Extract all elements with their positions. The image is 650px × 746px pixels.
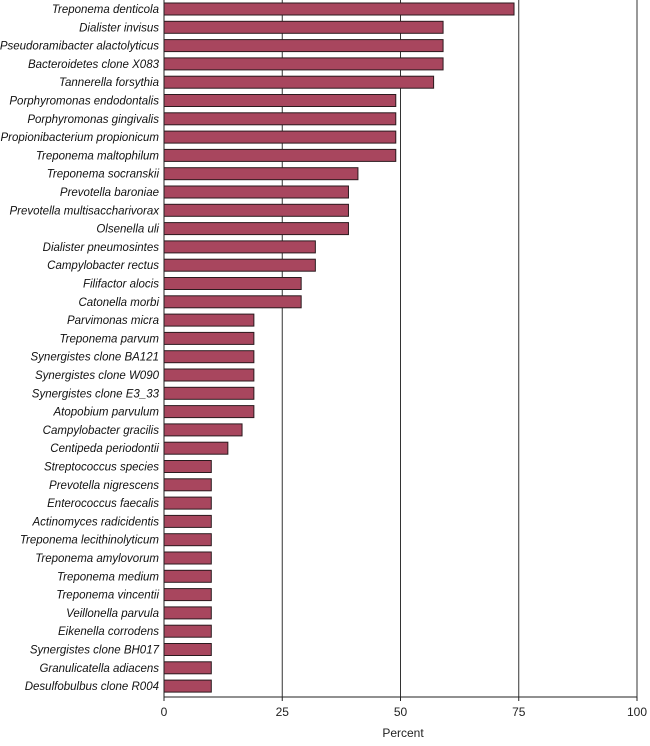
category-label-29: Treponema lecithinolyticum: [20, 535, 160, 547]
bar-20: [163, 368, 255, 382]
bar-36: [163, 661, 212, 675]
bar-16: [163, 295, 302, 309]
bar-25: [163, 460, 212, 473]
category-label-26: Prevotella nigrescens: [49, 480, 159, 492]
bar-17: [163, 313, 255, 327]
bar-7: [163, 130, 397, 144]
bar-4: [163, 75, 435, 89]
bar-6: [163, 112, 397, 126]
bar-3: [163, 57, 444, 71]
category-label-27: Enterococcus faecalis: [47, 498, 159, 510]
bar-13: [163, 240, 316, 254]
category-label-22: Atopobium parvulum: [53, 407, 160, 419]
category-labels: Treponema denticola Dialister invisus Pseu…: [0, 4, 160, 693]
bar-26: [163, 478, 212, 492]
category-label-8: Treponema maltophilum: [36, 150, 160, 162]
category-label-35: Synergistes clone BH017: [30, 645, 160, 657]
category-label-37: Desulfobulbus clone R004: [25, 681, 159, 693]
category-label-11: Prevotella multisaccharivorax: [9, 205, 160, 217]
category-label-34: Eikenella corrodens: [58, 626, 159, 638]
category-label-24: Centipeda periodontii: [50, 443, 159, 455]
bar-24: [163, 441, 229, 455]
category-label-21: Synergistes clone E3_33: [32, 388, 160, 400]
bar-33: [163, 606, 212, 620]
category-label-10: Prevotella baroniae: [60, 187, 159, 199]
bar-30: [163, 551, 212, 565]
bar-14: [163, 258, 316, 272]
bars: [163, 2, 515, 693]
bar-34: [163, 624, 212, 638]
bar-35: [163, 643, 212, 656]
category-label-36: Granulicatella adiacens: [39, 663, 159, 675]
x-axis: 0 25 50 75 100: [161, 0, 647, 719]
bar-11: [163, 203, 349, 217]
category-label-0: Treponema denticola: [52, 4, 159, 16]
category-label-17: Parvimonas micra: [67, 315, 159, 327]
x-tick-label-3: 75: [512, 705, 526, 719]
category-label-28: Actinomyces radicidentis: [31, 516, 159, 528]
bar-23: [163, 423, 243, 437]
x-axis-title: Percent: [382, 726, 424, 740]
bar-10: [163, 185, 349, 199]
bar-0: [163, 2, 515, 16]
category-label-20: Synergistes clone W090: [35, 370, 160, 382]
bar-9: [163, 167, 359, 181]
bar-1: [163, 20, 444, 34]
category-label-23: Campylobacter gracilis: [43, 425, 160, 437]
x-tick-label-0: 0: [161, 705, 168, 719]
bar-27: [163, 496, 212, 510]
category-label-12: Olsenella uli: [96, 224, 159, 236]
category-label-16: Catonella morbi: [78, 297, 159, 309]
bar-31: [163, 569, 212, 583]
category-label-3: Bacteroidetes clone X083: [28, 59, 160, 71]
category-label-18: Treponema parvum: [60, 333, 160, 345]
category-label-30: Treponema amylovorum: [35, 553, 159, 565]
bar-5: [163, 94, 397, 107]
bar-8: [163, 148, 397, 162]
category-label-33: Veillonella parvula: [66, 608, 159, 620]
category-label-19: Synergistes clone BA121: [31, 352, 160, 364]
category-label-13: Dialister pneumosintes: [43, 242, 160, 254]
bar-28: [163, 514, 212, 528]
x-tick-label-2: 50: [394, 705, 408, 719]
category-label-2: Pseudoramibacter alactolyticus: [0, 41, 159, 53]
category-label-32: Treponema vincentii: [56, 590, 159, 602]
bar-12: [163, 222, 349, 236]
category-label-6: Porphyromonas gingivalis: [27, 114, 159, 126]
category-label-31: Treponema medium: [57, 571, 159, 583]
category-label-14: Campylobacter rectus: [47, 260, 159, 272]
category-label-7: Propionibacterium propionicum: [0, 132, 159, 144]
bar-18: [163, 331, 255, 345]
category-label-5: Porphyromonas endodontalis: [9, 96, 159, 108]
bar-32: [163, 588, 212, 602]
bar-2: [163, 39, 444, 53]
x-tick-label-1: 25: [276, 705, 290, 719]
bar-29: [163, 533, 212, 547]
category-label-4: Tannerella forsythia: [59, 77, 159, 89]
gridlines: [281, 0, 638, 697]
category-label-25: Streptococcus species: [44, 462, 159, 474]
bar-37: [163, 679, 212, 693]
bar-19: [163, 350, 255, 364]
category-label-1: Dialister invisus: [79, 22, 159, 34]
bar-22: [163, 405, 255, 419]
x-tick-label-4: 100: [627, 705, 647, 719]
category-label-15: Filifactor alocis: [83, 279, 159, 291]
bar-21: [163, 386, 255, 400]
bar-15: [163, 277, 302, 290]
category-label-9: Treponema socranskii: [47, 169, 160, 181]
